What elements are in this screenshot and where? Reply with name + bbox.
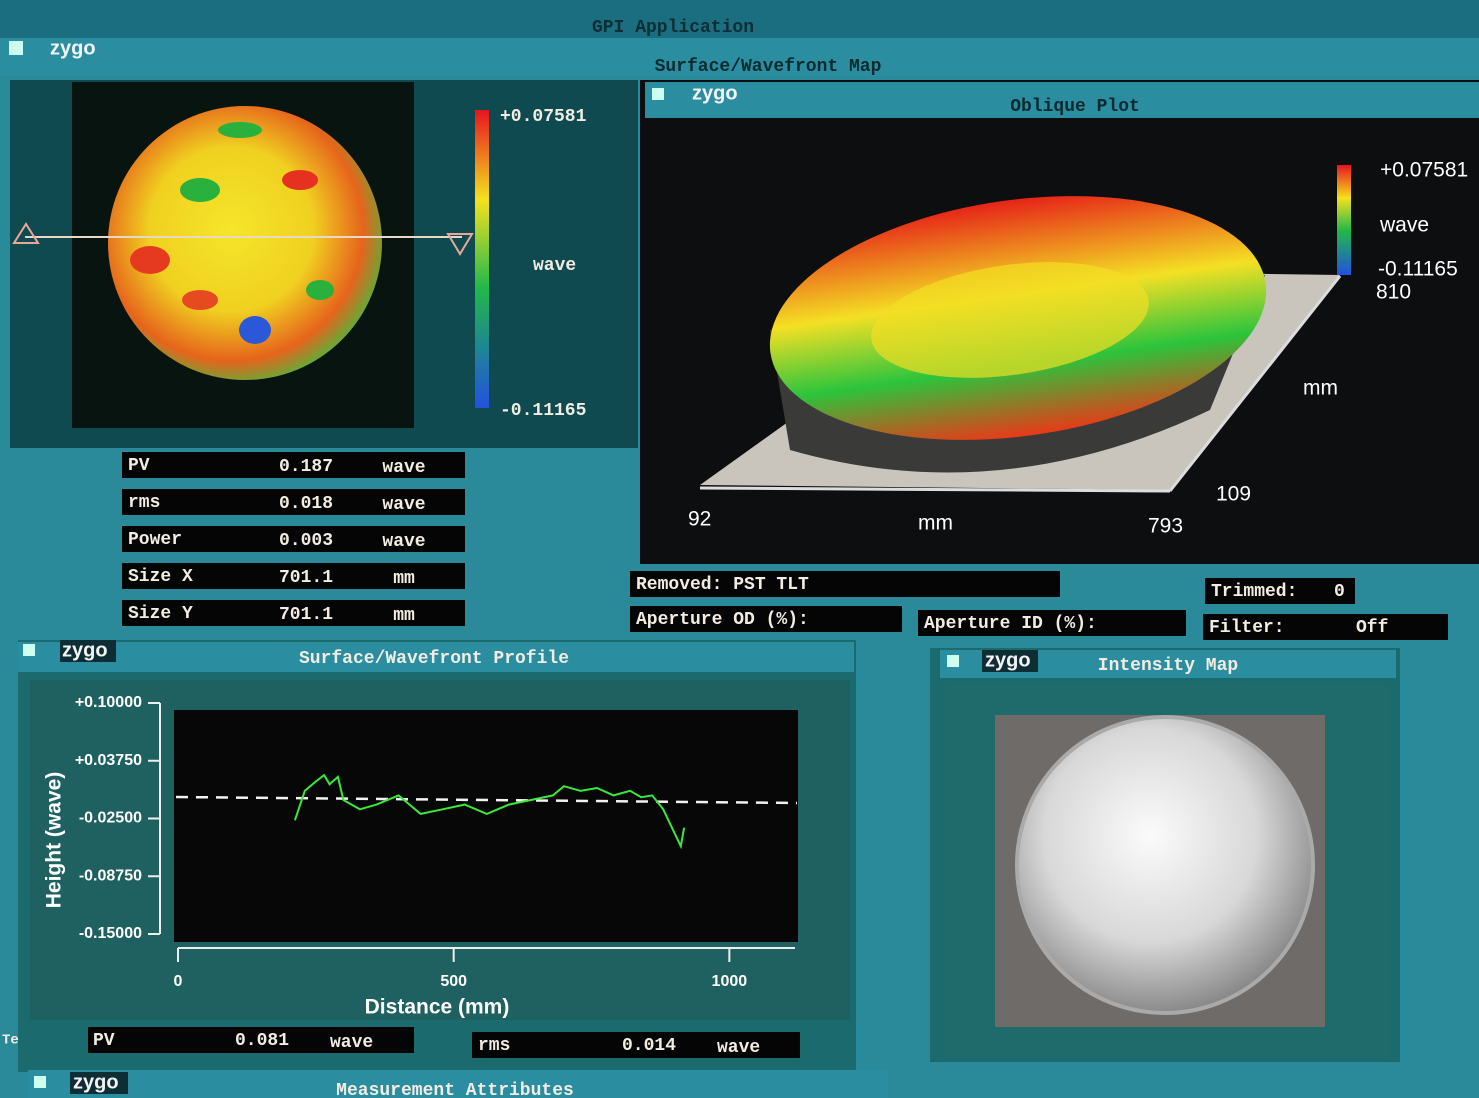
y-far: 810 <box>1376 281 1411 304</box>
stat-row <box>122 563 465 589</box>
info-fields: Removed: PST TLT Aperture OD (%): Apertu… <box>630 571 1448 640</box>
x-tick-label: 1000 <box>712 973 748 990</box>
colorbar-min: -0.11165 <box>500 401 586 421</box>
x-end: 793 <box>1148 515 1183 538</box>
stat-label: Size Y <box>128 604 193 624</box>
stat-row <box>122 600 465 626</box>
oblique-x-axis <box>699 486 1171 493</box>
profile-pv-unit: wave <box>330 1033 373 1053</box>
x-start: 92 <box>688 508 711 531</box>
stat-value: 701.1 <box>279 605 333 625</box>
stat-label: rms <box>128 493 160 513</box>
y-tick-label: +0.03750 <box>75 752 142 769</box>
cut-start[interactable] <box>12 222 40 244</box>
aperture-id: Aperture ID (%): <box>924 614 1097 634</box>
logo: zygo <box>73 1071 119 1093</box>
y-tick-label: -0.15000 <box>79 925 142 942</box>
close-icon[interactable] <box>9 41 23 55</box>
plot-area <box>174 710 798 942</box>
colorbar <box>1337 165 1351 275</box>
profile-chart: +0.10000 +0.03750 -0.02500 -0.08750 -0.15000… <box>75 694 747 990</box>
trimmed-value: 0 <box>1334 582 1345 602</box>
profile-rms-value: 0.014 <box>622 1036 676 1056</box>
close-icon[interactable] <box>23 644 35 656</box>
trimmed-label: Trimmed: <box>1211 582 1297 602</box>
logo: zygo <box>50 37 96 59</box>
stat-unit: mm <box>393 569 415 589</box>
profile-rms-unit: wave <box>717 1038 760 1058</box>
side-text: Te <box>2 1033 19 1049</box>
colorbar-max: +0.07581 <box>500 107 587 127</box>
x-tick-label: 500 <box>440 973 467 990</box>
y-near: 109 <box>1216 483 1251 506</box>
stat-value: 0.018 <box>279 494 333 514</box>
close-icon[interactable] <box>34 1076 46 1088</box>
colorbar <box>475 110 489 408</box>
profile-pv-value: 0.081 <box>235 1031 289 1051</box>
profile-line <box>293 773 686 850</box>
stat-unit: wave <box>382 532 425 552</box>
y-tick-label: -0.08750 <box>79 867 142 884</box>
intensity-disc <box>1015 715 1315 1015</box>
close-icon[interactable] <box>652 88 664 100</box>
colorbar-max: +0.07581 <box>1380 159 1468 182</box>
filter-value: Off <box>1356 618 1388 638</box>
y-tick-label: -0.02500 <box>79 810 142 827</box>
title-bar <box>0 0 1479 40</box>
colorbar-unit: wave <box>533 256 576 276</box>
stat-label: Power <box>128 530 182 550</box>
removed: Removed: PST TLT <box>636 575 809 595</box>
oblique-title: Oblique Plot <box>1010 97 1140 117</box>
logo: zygo <box>692 82 738 104</box>
stat-value: 701.1 <box>279 568 333 588</box>
cut-end[interactable] <box>446 233 474 256</box>
attributes-title: Measurement Attributes <box>336 1081 574 1098</box>
oblique-y-axis <box>1168 275 1342 492</box>
colorbar-min: -0.11165 <box>1378 258 1458 281</box>
window-title: Surface/Wavefront Map <box>655 57 882 77</box>
app-title: GPI Application <box>592 18 754 38</box>
profile-rms-label: rms <box>478 1036 510 1056</box>
stat-value: 0.003 <box>279 531 333 551</box>
attributes-bar <box>28 1070 888 1098</box>
close-icon[interactable] <box>947 655 959 667</box>
profile-header <box>18 642 854 672</box>
profile-title: Surface/Wavefront Profile <box>299 649 569 669</box>
logo: zygo <box>62 639 108 661</box>
stat-unit: wave <box>382 458 425 478</box>
logo: zygo <box>985 649 1031 671</box>
intensity-title: Intensity Map <box>1098 656 1238 676</box>
stat-unit: wave <box>382 495 425 515</box>
y-axis-label: Height (wave) <box>43 772 66 909</box>
reference-line <box>175 795 798 805</box>
x-tick-label: 0 <box>174 973 183 990</box>
oblique-header <box>645 82 1479 118</box>
colorbar-unit: wave <box>1379 214 1429 237</box>
y-unit: mm <box>1303 377 1338 400</box>
window-bar <box>0 38 1479 76</box>
stat-row <box>122 489 465 515</box>
stats-table: PV 0.187 wave rms 0.018 wave Power 0.003 wave Siz… <box>122 452 465 626</box>
stat-label: PV <box>128 456 150 476</box>
profile-pv-label: PV <box>93 1031 115 1051</box>
x-unit: mm <box>918 512 953 535</box>
aperture-od: Aperture OD (%): <box>636 610 809 630</box>
filter-label: Filter: <box>1209 618 1285 638</box>
stat-label: Size X <box>128 567 193 587</box>
stat-row <box>122 452 465 478</box>
oblique-texture <box>871 262 1149 378</box>
map-texture <box>130 122 334 344</box>
y-tick-label: +0.10000 <box>75 694 142 711</box>
stat-value: 0.187 <box>279 457 333 477</box>
stat-row <box>122 526 465 552</box>
stat-unit: mm <box>393 606 415 626</box>
x-axis-label: Distance (mm) <box>365 996 510 1019</box>
